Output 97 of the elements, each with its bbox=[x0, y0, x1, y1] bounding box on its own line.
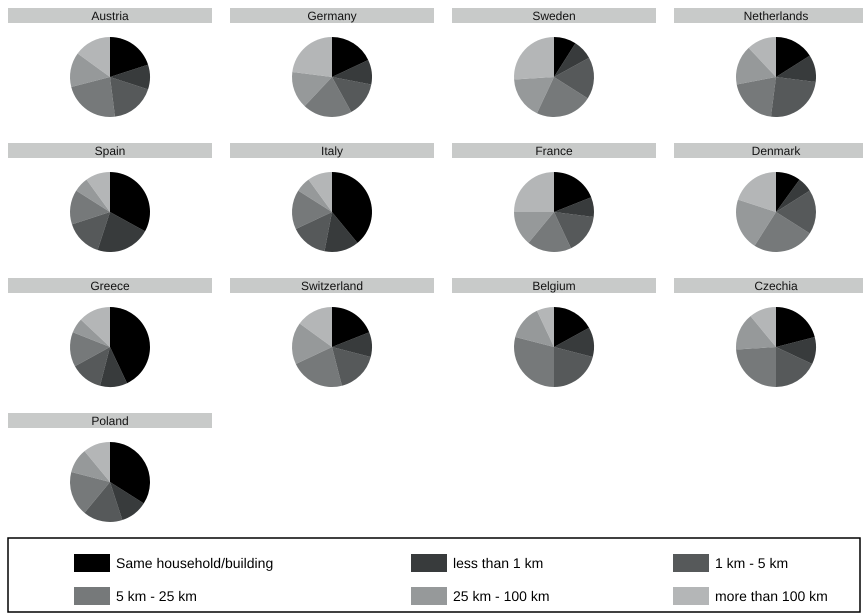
pie-slice bbox=[514, 77, 554, 114]
chart-title: Spain bbox=[94, 144, 126, 158]
pie-slice bbox=[110, 172, 150, 232]
pie-slice bbox=[110, 77, 148, 117]
chart-title: Italy bbox=[320, 144, 344, 158]
pie-slice bbox=[776, 180, 810, 212]
pie-slice bbox=[332, 77, 372, 112]
pie-slice bbox=[554, 43, 590, 77]
pie-slice bbox=[71, 77, 116, 117]
pie-slice bbox=[74, 347, 110, 386]
pie-slice bbox=[754, 212, 810, 252]
pie-slice bbox=[292, 190, 332, 230]
legend-label: 1 km - 5 km bbox=[715, 555, 788, 571]
pie-slice bbox=[70, 472, 110, 513]
pie-slice bbox=[736, 316, 776, 350]
chart-title: Czechia bbox=[754, 279, 798, 293]
pie-slice bbox=[776, 337, 816, 364]
pie-slice bbox=[110, 64, 150, 90]
pie-slice bbox=[298, 180, 332, 212]
pie-slice bbox=[71, 451, 110, 482]
legend-label: more than 100 km bbox=[715, 588, 828, 604]
pie-slice bbox=[110, 482, 144, 520]
pie-slice bbox=[554, 307, 590, 347]
pie-slice bbox=[76, 180, 110, 212]
pie-slice bbox=[70, 332, 110, 366]
chart-title: Belgium bbox=[532, 279, 576, 293]
pie-slice bbox=[332, 172, 372, 243]
pie-slice bbox=[332, 307, 370, 347]
chart-title: France bbox=[535, 144, 573, 158]
pie-slice bbox=[332, 60, 372, 84]
pie-slice bbox=[292, 37, 332, 77]
pie-slice bbox=[736, 48, 776, 84]
pie-slice bbox=[80, 307, 110, 347]
chart-title: Switzerland bbox=[300, 279, 364, 293]
pie-slice bbox=[292, 323, 332, 364]
pie-slice bbox=[554, 347, 593, 387]
pie-slice bbox=[554, 197, 594, 218]
chart-title: Germany bbox=[307, 9, 357, 23]
pie-slice bbox=[110, 442, 150, 504]
pie-slice bbox=[100, 347, 128, 387]
legend-label: 5 km - 25 km bbox=[116, 588, 197, 604]
pie-slice bbox=[324, 212, 358, 252]
pie-slice bbox=[554, 58, 594, 98]
pie-slice bbox=[554, 212, 594, 248]
chart-title: Austria bbox=[91, 9, 129, 23]
pie-slice bbox=[308, 172, 332, 212]
pie-slice bbox=[776, 56, 816, 82]
pie-slice bbox=[78, 37, 110, 77]
pie-slice bbox=[748, 37, 776, 77]
pie-slice bbox=[776, 172, 800, 212]
legend-label: 25 km - 100 km bbox=[453, 588, 550, 604]
pie-slice bbox=[554, 328, 594, 357]
pie-slice bbox=[84, 482, 122, 522]
pie-slice bbox=[86, 172, 110, 212]
pie-slice bbox=[736, 347, 776, 387]
pie-slice bbox=[70, 53, 110, 87]
pie-slice bbox=[554, 172, 592, 212]
pie-slice bbox=[300, 307, 332, 347]
pie-slice bbox=[332, 332, 372, 357]
legend-label: less than 1 km bbox=[453, 555, 544, 571]
pie-slice bbox=[292, 72, 332, 106]
chart-title: Greece bbox=[90, 279, 130, 293]
pie-slice bbox=[72, 320, 110, 347]
pie-slice bbox=[738, 172, 776, 212]
pie-slice bbox=[536, 77, 588, 117]
chart-title: Netherlands bbox=[744, 9, 808, 23]
pie-slice bbox=[98, 212, 146, 252]
chart-title: Poland bbox=[91, 414, 129, 428]
pie-slice bbox=[514, 37, 554, 80]
pie-slice bbox=[776, 347, 812, 387]
pie-slice bbox=[536, 307, 554, 347]
pie-slice bbox=[776, 37, 810, 77]
pie-slice bbox=[514, 172, 554, 212]
pie-slice bbox=[296, 347, 342, 387]
pie-slice bbox=[554, 37, 576, 77]
pie-slice bbox=[528, 212, 572, 252]
chart-title: Sweden bbox=[532, 9, 576, 23]
pie-slice bbox=[110, 37, 148, 77]
pie-slice bbox=[110, 307, 150, 384]
pie-slice bbox=[770, 77, 816, 117]
pie-slice bbox=[750, 307, 776, 347]
pie-slice bbox=[776, 190, 816, 234]
pie-slice bbox=[296, 212, 332, 252]
pie-slice bbox=[776, 307, 815, 347]
pie-slice bbox=[304, 77, 352, 117]
pie-slice bbox=[736, 200, 776, 246]
pie-slice bbox=[514, 212, 554, 243]
pie-slice bbox=[84, 442, 110, 482]
legend-label: Same household/building bbox=[116, 555, 274, 571]
pie-slice bbox=[332, 37, 368, 77]
pie-slice bbox=[736, 77, 776, 117]
chart-title: Denmark bbox=[752, 144, 802, 158]
pie-slice bbox=[70, 190, 110, 224]
pie-slice bbox=[72, 212, 110, 250]
pie-slice bbox=[515, 310, 554, 347]
pie-slice bbox=[332, 347, 371, 386]
pie-slice bbox=[514, 337, 554, 387]
